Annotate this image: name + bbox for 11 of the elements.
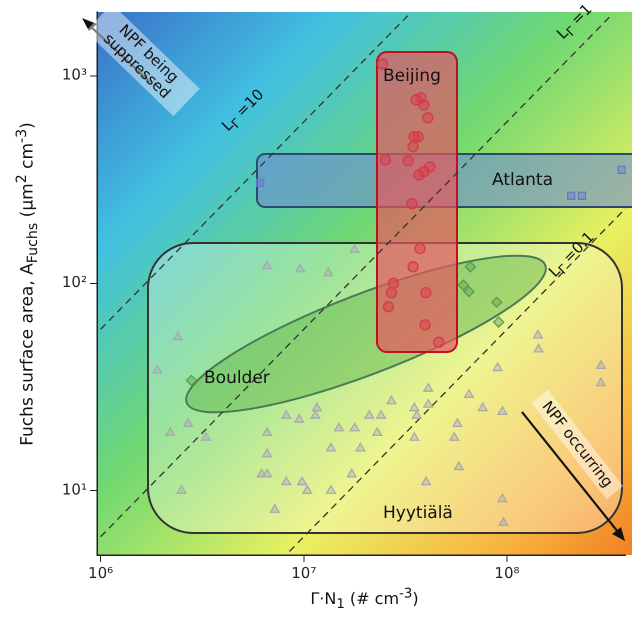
x-tick-label: 10⁸ bbox=[494, 564, 520, 582]
x-tick-label: 10⁷ bbox=[291, 564, 316, 582]
x-tick-label: 10⁶ bbox=[88, 564, 114, 582]
series-label: Atlanta bbox=[492, 170, 553, 190]
y-tick-label: 10² bbox=[62, 273, 87, 292]
y-tick-label: 10³ bbox=[62, 66, 87, 84]
series-label: Boulder bbox=[204, 368, 270, 388]
x-axis-title: Γ·N$_{1}$ (# cm$^{-3}$) bbox=[309, 586, 420, 612]
series-label: Hyytiälä bbox=[383, 503, 453, 523]
y-tick-label: 10¹ bbox=[62, 480, 87, 499]
series-label: Beijing bbox=[383, 66, 441, 86]
